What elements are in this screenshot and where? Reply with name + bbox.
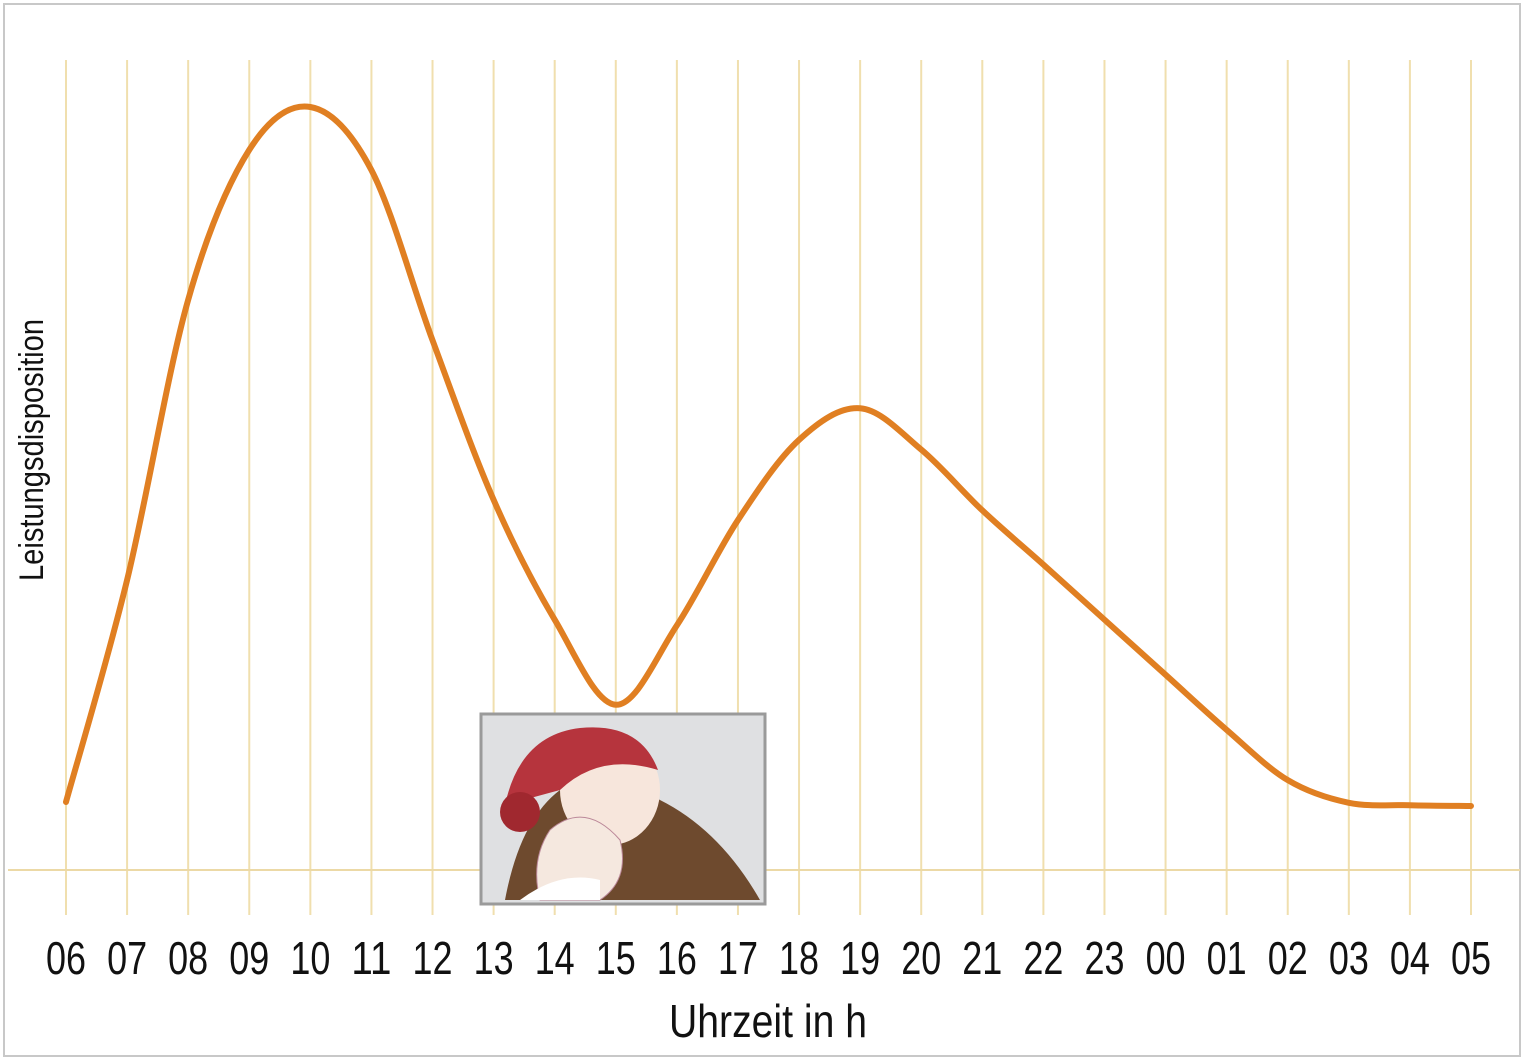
grid: [65, 60, 1472, 915]
line: [63, 103, 1474, 810]
x-tick-label: 04: [1390, 932, 1430, 984]
pompom: [500, 792, 540, 832]
x-tick-label: 23: [1084, 932, 1124, 984]
x-tick-label: 05: [1451, 932, 1491, 984]
x-tick-label: 00: [1146, 932, 1186, 984]
x-tick-label: 12: [413, 932, 453, 984]
sleeve: [520, 877, 600, 900]
x-tick-label: 16: [657, 932, 697, 984]
x-axis-label: Uhrzeit in h: [669, 995, 867, 1047]
x-tick-label: 14: [535, 932, 575, 984]
x-tick-label: 01: [1207, 932, 1247, 984]
x-tick-label: 09: [229, 932, 269, 984]
hat: [505, 727, 658, 805]
illustration: [479, 712, 767, 906]
x-tick-label: 06: [46, 932, 86, 984]
x-tick-label: 10: [290, 932, 330, 984]
x-tick-label: 21: [962, 932, 1002, 984]
y-axis-label: Leistungsdisposition: [13, 319, 51, 581]
x-tick-label: 13: [474, 932, 514, 984]
plot: [63, 103, 1474, 810]
x-tick-label: 15: [596, 932, 636, 984]
x-tick-label: 19: [840, 932, 880, 984]
x-tick-label: 07: [107, 932, 147, 984]
x-tick-label: 02: [1268, 932, 1308, 984]
x-tick-label: 08: [168, 932, 208, 984]
x-tick-label: 20: [901, 932, 941, 984]
x-tick-label: 03: [1329, 932, 1369, 984]
x-tick-label: 18: [779, 932, 819, 984]
x-tick-label: 17: [718, 932, 758, 984]
hand: [536, 816, 623, 901]
x-tick-label: 11: [351, 932, 391, 984]
x-tick-label: 22: [1023, 932, 1063, 984]
